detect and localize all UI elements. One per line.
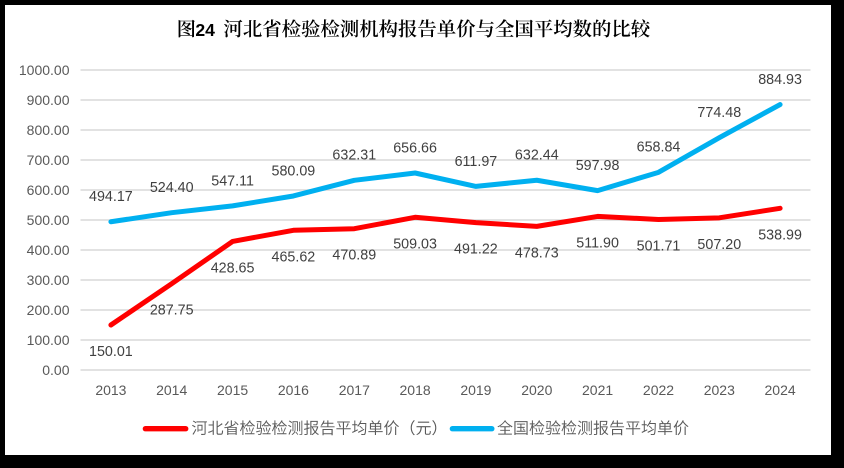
- svg-text:150.01: 150.01: [89, 344, 133, 360]
- svg-text:200.00: 200.00: [27, 302, 70, 318]
- svg-text:2020: 2020: [521, 382, 552, 398]
- svg-text:580.09: 580.09: [272, 163, 316, 179]
- svg-text:900.00: 900.00: [27, 92, 70, 108]
- svg-text:500.00: 500.00: [27, 212, 70, 228]
- svg-text:491.22: 491.22: [454, 242, 498, 258]
- svg-text:509.03: 509.03: [393, 236, 437, 252]
- svg-text:300.00: 300.00: [27, 272, 70, 288]
- svg-text:597.98: 597.98: [576, 158, 620, 174]
- svg-text:478.73: 478.73: [515, 245, 559, 261]
- svg-text:611.97: 611.97: [455, 154, 498, 170]
- svg-text:400.00: 400.00: [27, 242, 70, 258]
- svg-text:2014: 2014: [156, 382, 187, 398]
- svg-text:632.44: 632.44: [515, 148, 559, 164]
- svg-text:494.17: 494.17: [89, 189, 133, 205]
- svg-text:774.48: 774.48: [697, 105, 741, 121]
- svg-text:501.71: 501.71: [637, 239, 681, 255]
- svg-text:470.89: 470.89: [332, 248, 376, 264]
- svg-text:700.00: 700.00: [27, 152, 70, 168]
- svg-text:600.00: 600.00: [27, 182, 70, 198]
- svg-text:800.00: 800.00: [27, 122, 70, 138]
- svg-text:2017: 2017: [339, 382, 370, 398]
- svg-text:428.65: 428.65: [211, 260, 255, 276]
- svg-text:2015: 2015: [217, 382, 248, 398]
- svg-text:24: 24: [195, 20, 215, 40]
- svg-text:547.11: 547.11: [211, 173, 254, 189]
- svg-text:2013: 2013: [95, 382, 126, 398]
- svg-text:287.75: 287.75: [150, 303, 194, 319]
- svg-text:2022: 2022: [643, 382, 674, 398]
- svg-text:524.40: 524.40: [150, 180, 194, 196]
- svg-text:2016: 2016: [278, 382, 309, 398]
- svg-text:656.66: 656.66: [393, 140, 437, 156]
- svg-text:632.31: 632.31: [332, 148, 376, 164]
- svg-text:2018: 2018: [400, 382, 431, 398]
- svg-text:2019: 2019: [460, 382, 491, 398]
- svg-text:0.00: 0.00: [42, 362, 69, 378]
- svg-text:2024: 2024: [765, 382, 796, 398]
- svg-text:1000.00: 1000.00: [19, 62, 70, 78]
- svg-text:2021: 2021: [582, 382, 613, 398]
- svg-text:658.84: 658.84: [637, 140, 681, 156]
- svg-text:100.00: 100.00: [27, 332, 70, 348]
- svg-text:884.93: 884.93: [758, 72, 802, 88]
- svg-text:507.20: 507.20: [697, 237, 741, 253]
- svg-text:465.62: 465.62: [272, 249, 316, 265]
- svg-text:2023: 2023: [704, 382, 735, 398]
- svg-text:538.99: 538.99: [758, 227, 802, 243]
- svg-text:511.90: 511.90: [576, 235, 619, 251]
